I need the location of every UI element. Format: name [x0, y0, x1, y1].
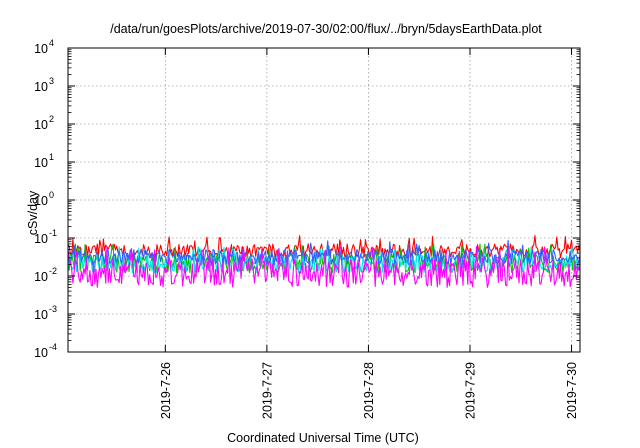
y-tick-exponent: 0 — [49, 190, 54, 200]
y-tick-exponent: -2 — [49, 266, 57, 276]
x-tick-label: 2019-7-28 — [362, 362, 376, 419]
y-tick-exponent: 3 — [49, 76, 54, 86]
series-line-4 — [67, 239, 581, 266]
x-tick-label: 2019-7-26 — [159, 362, 173, 419]
y-tick-exponent: 1 — [49, 152, 54, 162]
y-tick-exponent: -1 — [49, 228, 57, 238]
series-group — [67, 235, 581, 288]
x-tick-label: 2019-7-27 — [260, 362, 274, 419]
y-tick-exponent: -4 — [49, 342, 57, 352]
series-line-5 — [67, 245, 581, 288]
chart-title: /data/run/goesPlots/archive/2019-07-30/0… — [110, 22, 542, 36]
y-tick-label: 10 — [34, 270, 48, 284]
y-tick-label: 10 — [34, 156, 48, 170]
y-tick-label: 10 — [34, 232, 48, 246]
y-tick-label: 10 — [34, 194, 48, 208]
y-tick-label: 10 — [34, 80, 48, 94]
x-tick-label: 2019-7-30 — [565, 362, 579, 419]
x-tick-label: 2019-7-29 — [463, 362, 477, 419]
y-tick-exponent: 2 — [49, 114, 54, 124]
y-tick-label: 10 — [34, 118, 48, 132]
y-tick-label: 10 — [34, 346, 48, 360]
y-axis-label: cSv/day — [26, 190, 40, 235]
y-tick-label: 10 — [34, 42, 48, 56]
y-tick-exponent: 4 — [49, 38, 54, 48]
x-axis-label: Coordinated Universal Time (UTC) — [227, 431, 419, 445]
grid-lines — [68, 48, 580, 352]
y-tick-exponent: -3 — [49, 304, 57, 314]
y-tick-label: 10 — [34, 308, 48, 322]
